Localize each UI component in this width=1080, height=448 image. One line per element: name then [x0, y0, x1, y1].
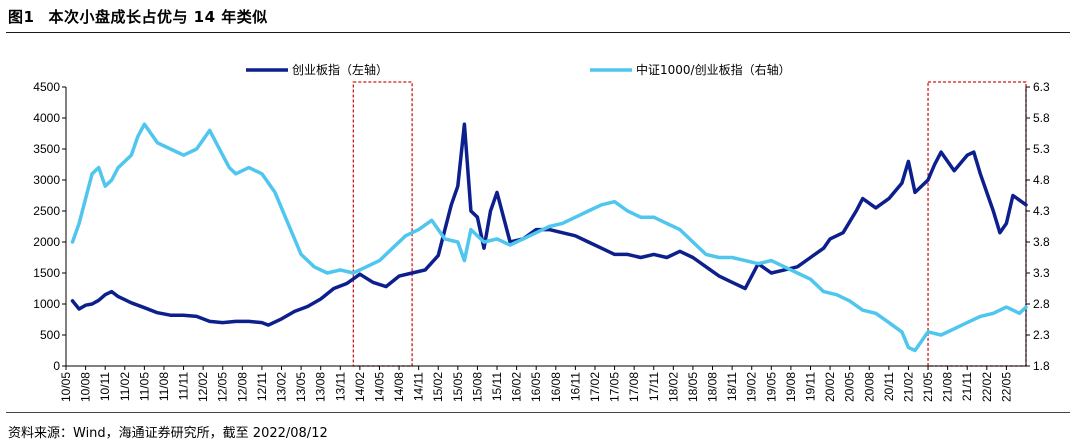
x-tick-label: 21/05 [921, 372, 935, 402]
right-tick-label: 3.8 [1033, 235, 1050, 249]
x-tick-label: 20/02 [823, 372, 837, 402]
left-tick-label: 500 [40, 328, 60, 342]
x-tick-label: 11/02 [118, 372, 132, 401]
footer-rule [6, 412, 1070, 413]
x-tick-label: 19/08 [784, 372, 798, 402]
right-tick-label: 5.3 [1033, 142, 1050, 156]
x-tick-label: 11/11 [177, 372, 191, 401]
x-tick-label: 18/11 [725, 372, 739, 401]
dual-axis-line-chart: 0 500 1000 1500 2000 2500 3000 3500 4000 4500 1.8 2… [33, 62, 1050, 402]
x-tick-label: 11/08 [157, 372, 171, 401]
right-tick-label: 6.3 [1033, 80, 1050, 94]
x-tick-label: 16/08 [549, 372, 563, 402]
x-tick-label: 21/02 [901, 372, 915, 402]
left-tick-label: 0 [53, 359, 60, 373]
legend-label-1: 创业板指（左轴） [292, 62, 388, 77]
x-tick-label: 17/02 [588, 372, 602, 402]
x-tick-label: 12/11 [255, 372, 269, 401]
left-tick-label: 1500 [33, 266, 60, 280]
title-rule [6, 32, 1070, 33]
left-tick-label: 2000 [33, 235, 60, 249]
x-tick-label: 15/05 [451, 372, 465, 402]
x-tick-label: 22/05 [999, 372, 1013, 402]
right-tick-label: 2.3 [1033, 328, 1050, 342]
x-tick-label: 20/11 [882, 372, 896, 401]
x-tick-label: 13/05 [294, 372, 308, 402]
x-tick-label: 22/02 [980, 372, 994, 402]
x-tick-label: 17/08 [627, 372, 641, 402]
x-tick-label: 21/11 [960, 372, 974, 401]
source-note: 资料来源：Wind，海通证券研究所，截至 2022/08/12 [8, 426, 328, 441]
x-tick-label: 15/08 [470, 372, 484, 402]
x-tick-label: 10/11 [98, 372, 112, 401]
x-tick-label: 13/02 [275, 372, 289, 402]
x-tick-label: 11/05 [137, 372, 151, 401]
x-tick-label: 18/05 [686, 372, 700, 402]
x-tick-label: 14/08 [392, 372, 406, 402]
x-tick-label: 13/08 [314, 372, 328, 402]
right-tick-label: 1.8 [1033, 359, 1050, 373]
x-tick-label: 17/11 [647, 372, 661, 401]
left-tick-label: 2500 [33, 204, 60, 218]
x-tick-label: 17/05 [608, 372, 622, 402]
x-tick-label: 12/02 [196, 372, 210, 402]
x-tick-label: 15/02 [431, 372, 445, 402]
x-tick-label: 14/11 [412, 372, 426, 401]
right-tick-label: 3.3 [1033, 266, 1050, 280]
left-tick-label: 3500 [33, 142, 60, 156]
x-tick-label: 10/05 [59, 372, 73, 402]
figure-title-text: 本次小盘成长占优与 14 年类似 [48, 8, 268, 26]
x-tick-label: 14/02 [353, 372, 367, 402]
x-tick-label: 19/05 [764, 372, 778, 402]
x-tick-label: 16/02 [510, 372, 524, 402]
highlight-box-1 [352, 81, 413, 367]
highlight-box-2 [927, 81, 1027, 367]
x-tick-label: 19/02 [745, 372, 759, 402]
x-tick-label: 18/08 [706, 372, 720, 402]
x-tick-label: 18/02 [666, 372, 680, 402]
x-tick-label: 12/05 [216, 372, 230, 402]
series-line-chinext [70, 122, 1028, 327]
figure-number: 图1 [8, 8, 35, 26]
x-tick-label: 14/05 [372, 372, 386, 402]
left-tick-label: 4000 [33, 111, 60, 125]
figure-title: 图1 本次小盘成长占优与 14 年类似 [8, 6, 268, 27]
x-tick-label: 10/08 [79, 372, 93, 402]
x-tick-label: 15/11 [490, 372, 504, 401]
right-tick-label: 4.3 [1033, 204, 1050, 218]
left-tick-label: 3000 [33, 173, 60, 187]
x-tick-label: 20/08 [862, 372, 876, 402]
x-tick-label: 16/11 [568, 372, 582, 401]
series-line-csi1000-ratio [70, 122, 1028, 353]
x-tick-label: 13/11 [333, 372, 347, 401]
right-tick-label: 5.8 [1033, 111, 1050, 125]
right-tick-label: 2.8 [1033, 297, 1050, 311]
left-tick-label: 1000 [33, 297, 60, 311]
right-tick-label: 4.8 [1033, 173, 1050, 187]
x-tick-label: 16/05 [529, 372, 543, 402]
x-tick-label: 12/08 [235, 372, 249, 402]
x-tick-label: 20/05 [843, 372, 857, 402]
legend-label-2: 中证1000/创业板指（右轴） [636, 62, 791, 77]
x-tick-label: 19/11 [803, 372, 817, 401]
x-tick-label: 21/08 [941, 372, 955, 402]
left-tick-label: 4500 [33, 80, 60, 94]
